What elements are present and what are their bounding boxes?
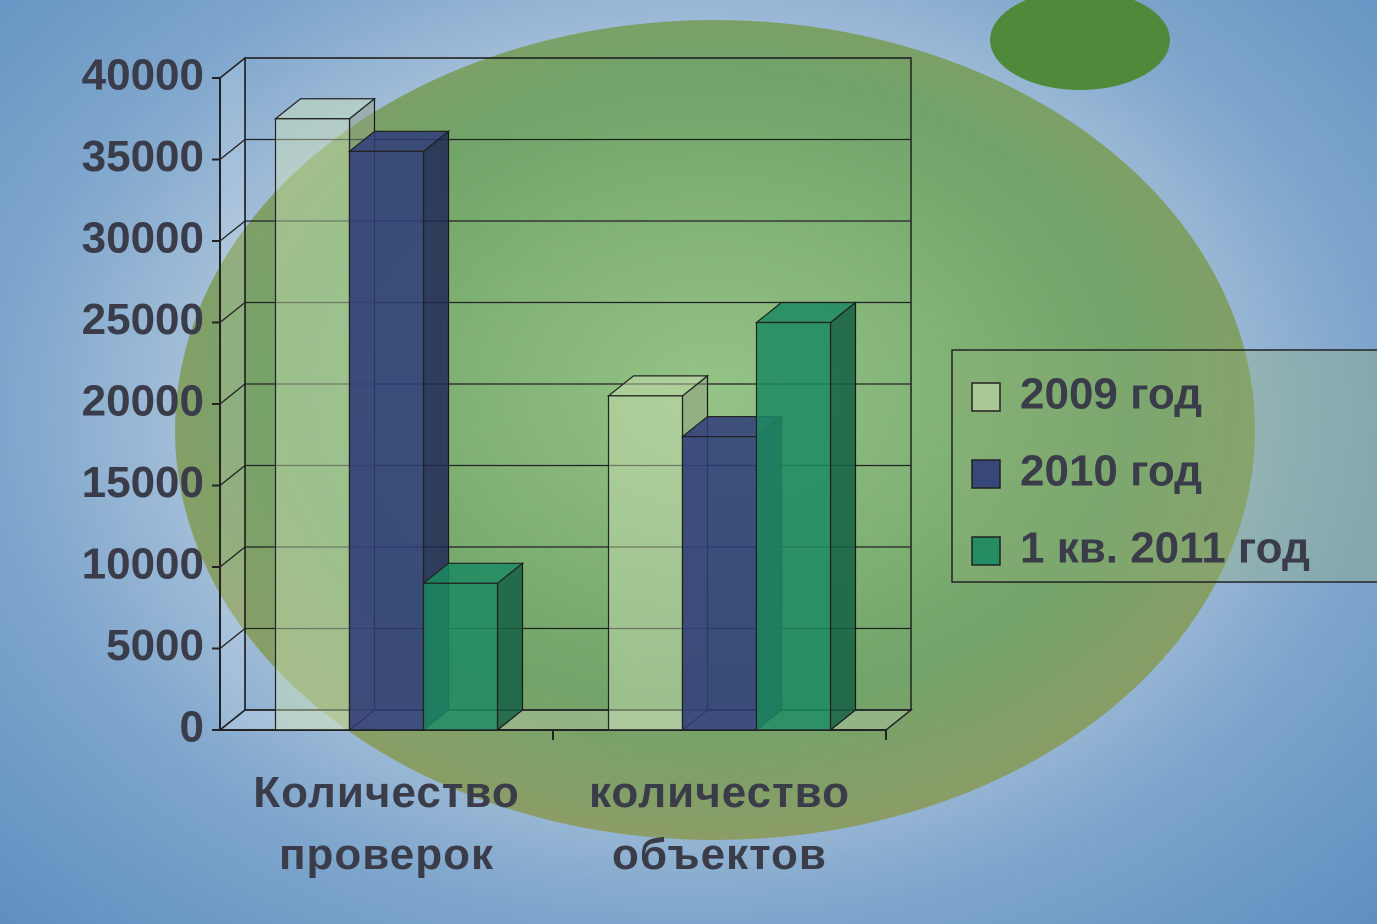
- legend-label: 1 кв. 2011 год: [1020, 524, 1310, 573]
- grid-line-side: [219, 57, 246, 79]
- legend-label: 2009 год: [1020, 370, 1202, 419]
- grid-line-side: [219, 301, 246, 324]
- bar: [348, 150, 425, 731]
- bar: [755, 321, 832, 731]
- bar-side: [829, 301, 857, 732]
- bar: [607, 395, 684, 731]
- y-tick-label: 35000: [82, 132, 204, 181]
- grid-line-side: [219, 464, 246, 487]
- bar: [681, 436, 758, 731]
- grid-line-side: [219, 138, 246, 161]
- y-tick-label: 15000: [82, 458, 204, 507]
- x-tick-label: Количество проверок: [253, 768, 520, 879]
- bar: [274, 118, 351, 731]
- grid-line-side: [219, 546, 246, 568]
- y-tick-label: 5000: [106, 621, 204, 670]
- y-tick-label: 20000: [82, 377, 204, 426]
- y-tick-label: 0: [180, 703, 204, 752]
- bar-side: [496, 562, 524, 732]
- legend-label: 2010 год: [1020, 447, 1202, 496]
- legend-swatch: [971, 459, 1001, 489]
- x-tick-label: количество объектов: [588, 768, 851, 879]
- y-tick-label: 30000: [82, 214, 204, 263]
- legend-swatch: [971, 536, 1001, 566]
- y-tick-label: 40000: [82, 51, 204, 100]
- grid-line-side: [219, 709, 246, 731]
- grid-line-side: [219, 220, 246, 242]
- legend-swatch: [971, 382, 1001, 412]
- grid-line-side: [219, 627, 246, 650]
- bar: [422, 582, 499, 731]
- tree: [990, 0, 1170, 90]
- y-tick-label: 25000: [82, 295, 204, 344]
- legend-box: [951, 349, 1377, 583]
- y-tick-label: 10000: [82, 540, 204, 589]
- grid-line-side: [219, 383, 246, 405]
